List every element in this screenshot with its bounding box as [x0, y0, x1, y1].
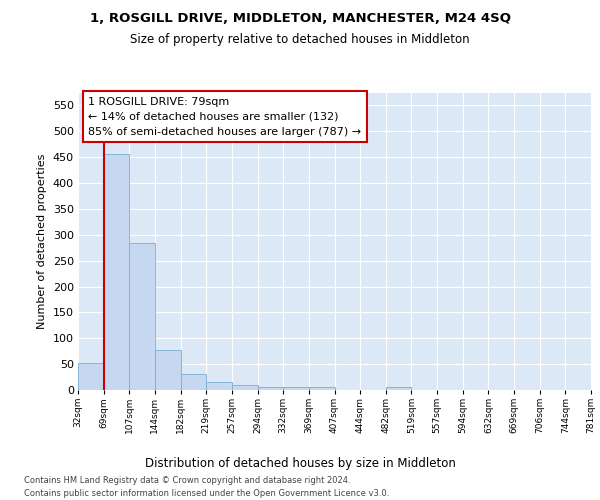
Bar	[309, 387, 335, 390]
Bar	[206, 382, 232, 390]
Text: 1 ROSGILL DRIVE: 79sqm
← 14% of detached houses are smaller (132)
85% of semi-de: 1 ROSGILL DRIVE: 79sqm ← 14% of detached…	[88, 97, 361, 136]
Bar	[283, 388, 309, 390]
Bar	[78, 363, 104, 390]
Bar	[257, 388, 283, 390]
Text: Contains public sector information licensed under the Open Government Licence v3: Contains public sector information licen…	[24, 489, 389, 498]
Text: Distribution of detached houses by size in Middleton: Distribution of detached houses by size …	[145, 458, 455, 470]
Bar	[155, 350, 181, 390]
Y-axis label: Number of detached properties: Number of detached properties	[37, 154, 47, 329]
Text: Contains HM Land Registry data © Crown copyright and database right 2024.: Contains HM Land Registry data © Crown c…	[24, 476, 350, 485]
Text: Size of property relative to detached houses in Middleton: Size of property relative to detached ho…	[130, 32, 470, 46]
Bar	[130, 242, 155, 390]
Bar	[181, 374, 206, 390]
Bar	[232, 385, 257, 390]
Bar	[104, 154, 130, 390]
Bar	[386, 388, 412, 390]
Text: 1, ROSGILL DRIVE, MIDDLETON, MANCHESTER, M24 4SQ: 1, ROSGILL DRIVE, MIDDLETON, MANCHESTER,…	[89, 12, 511, 26]
